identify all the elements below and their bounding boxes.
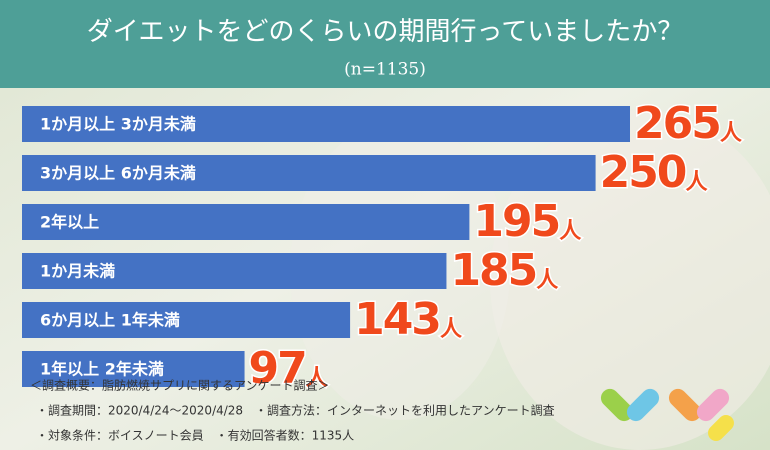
note: ＜調査概要：脂肪燃焼サプリに関するアンケート調査＞: [30, 378, 330, 393]
category-label: 6か月以上 1年未満: [40, 311, 180, 330]
bar: [22, 155, 596, 191]
category-label: 3か月以上 6か月未満: [40, 164, 196, 183]
value-number: 265: [634, 98, 720, 149]
category-label: 2年以上: [40, 213, 99, 232]
value-label: 143人: [354, 294, 462, 345]
bar: [22, 204, 470, 240]
note: ・調査期間：2020/4/24〜2020/4/28 ・調査方法：インターネットを…: [36, 403, 555, 418]
value-number: 97: [249, 343, 306, 394]
value-unit: 人: [559, 219, 581, 244]
value-label: 265人: [634, 98, 742, 149]
bar: [22, 302, 351, 338]
value-label: 185人: [450, 245, 558, 296]
value-number: 250: [600, 147, 686, 198]
value-label: 250人: [600, 147, 708, 198]
header: [0, 0, 770, 88]
logo: [600, 388, 734, 441]
value-unit: 人: [720, 121, 742, 146]
chart-title: ダイエットをどのくらいの期間行っていましたか？: [87, 17, 683, 47]
value-label: 195人: [473, 196, 581, 247]
category-label: 1か月以上 3か月未満: [40, 115, 196, 134]
value-number: 185: [450, 245, 536, 296]
value-unit: 人: [536, 268, 558, 293]
note: ・対象条件：ボイスノート会員 ・有効回答者数：1135人: [36, 428, 354, 443]
value-label: 97人: [249, 343, 328, 394]
chart-subtitle: (n=1135): [344, 60, 426, 80]
category-label: 1年以上 2年未満: [40, 360, 164, 379]
value-unit: 人: [440, 317, 462, 342]
category-label: 1か月未満: [40, 262, 115, 281]
photo-figure: [490, 110, 770, 450]
bar: [22, 106, 630, 142]
value-unit: 人: [685, 170, 707, 195]
value-number: 195: [473, 196, 559, 247]
bar: [22, 253, 447, 289]
value-number: 143: [354, 294, 440, 345]
bar: [22, 351, 245, 387]
value-unit: 人: [306, 366, 328, 391]
